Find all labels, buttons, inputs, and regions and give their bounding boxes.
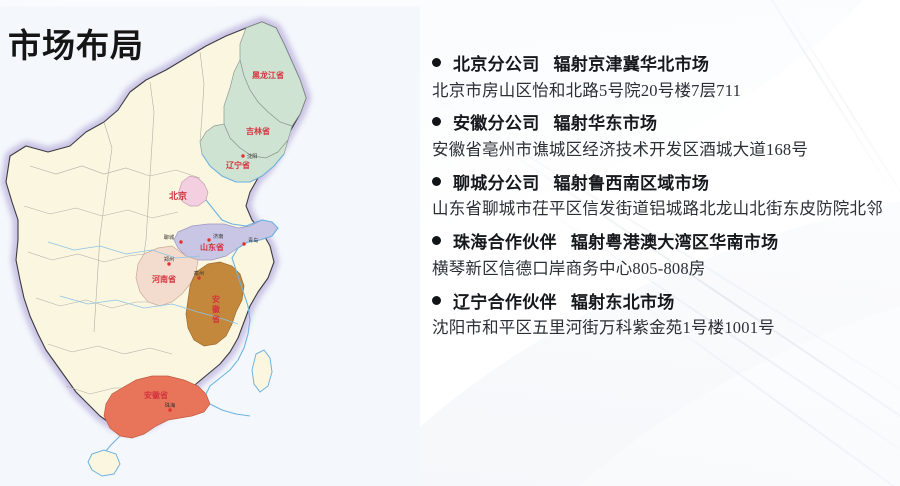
city-label-zhengzhou: 郑州 [164,255,174,263]
city-dot-liaocheng [179,240,183,244]
map-label-beijing: 北京 [169,190,187,201]
city-label-liaocheng: 聊城 [164,233,175,241]
office-list: 北京分公司 辐射京津冀华北市场 北京市房山区怡和北路5号院20号楼7层711 安徽… [432,52,894,340]
city-label-shenyang: 沈阳 [247,152,257,160]
city-dot-zhuhai [168,408,172,412]
china-map: 黑龙江省 吉林省 辽宁省 北京 山东省 河南省 安徽省 安徽省 沈阳 聊城 济南… [0,6,420,486]
china-map-svg: 黑龙江省 吉林省 辽宁省 北京 山东省 河南省 安徽省 安徽省 沈阳 聊城 济南… [0,6,420,486]
office-coverage: 辐射京津冀华北市场 [553,55,710,74]
map-label-guangdong: 安徽省 [144,390,168,400]
bullet-icon [432,58,441,67]
office-heading: 辽宁合作伙伴 辐射东北市场 [432,290,894,316]
office-coverage: 辐射华东市场 [553,114,658,134]
city-label-jinan: 济南 [213,232,223,240]
map-label-henan: 河南省 [152,274,176,284]
office-item-zhuhai: 珠海合作伙伴 辐射粤港澳大湾区华南市场 横琴新区信德口岸商务中心805-808房 [432,230,894,280]
city-dot-shenyang [241,154,245,158]
bullet-icon [432,176,441,186]
city-dot-jinan [207,238,211,242]
map-label-liaoning: 辽宁省 [226,160,250,170]
city-label-zhuhai: 珠海 [165,401,175,409]
office-branch-name: 北京分公司 [453,55,540,74]
office-branch-name: 辽宁合作伙伴 [453,292,557,312]
office-branch-name: 聊城分公司 [453,173,540,193]
city-label-qingdao: 青岛 [248,236,258,244]
office-address: 北京市房山区怡和北路5号院20号楼7层711 [432,80,742,100]
office-coverage: 辐射东北市场 [570,292,675,312]
office-coverage: 辐射粤港澳大湾区华南市场 [570,233,779,253]
page-title: 市场布局 [8,27,144,64]
city-dot-qingdao [242,242,246,246]
office-item-liaocheng: 聊城分公司 辐射鲁西南区域市场 山东省聊城市茌平区信发街道铝城路北龙山北街东皮防院… [432,171,894,221]
office-address: 山东省聊城市茌平区信发街道铝城路北龙山北街东皮防院北邻 [432,199,883,219]
map-label-jilin: 吉林省 [246,126,270,136]
office-item-liaoning: 辽宁合作伙伴 辐射东北市场 沈阳市和平区五里河街万科紫金苑1号楼1001号 [432,290,894,340]
office-heading: 聊城分公司 辐射鲁西南区域市场 [432,171,894,197]
bullet-icon [432,117,441,127]
office-address: 沈阳市和平区五里河街万科紫金苑1号楼1001号 [432,318,775,338]
city-label-bozhou: 亳州 [194,269,204,277]
office-item-beijing: 北京分公司 辐射京津冀华北市场 北京市房山区怡和北路5号院20号楼7层711 [432,52,894,102]
island-hainan [87,449,121,477]
office-heading: 北京分公司 辐射京津冀华北市场 [432,52,894,78]
office-address: 安徽省亳州市谯城区经济技术开发区酒城大道168号 [432,139,809,159]
map-label-anhui: 安徽省 [211,294,221,324]
office-heading: 安徽分公司 辐射华东市场 [432,111,894,137]
map-label-shandong: 山东省 [200,242,224,252]
bullet-icon [432,295,441,305]
office-coverage: 辐射鲁西南区域市场 [553,173,710,193]
bullet-icon [432,236,441,246]
office-address: 横琴新区信德口岸商务中心805-808房 [432,258,706,278]
office-heading: 珠海合作伙伴 辐射粤港澳大湾区华南市场 [432,230,894,256]
office-item-anhui: 安徽分公司 辐射华东市场 安徽省亳州市谯城区经济技术开发区酒城大道168号 [432,111,894,161]
office-branch-name: 珠海合作伙伴 [453,233,557,253]
map-label-heilongjiang: 黑龙江省 [252,70,284,80]
office-branch-name: 安徽分公司 [453,114,540,134]
